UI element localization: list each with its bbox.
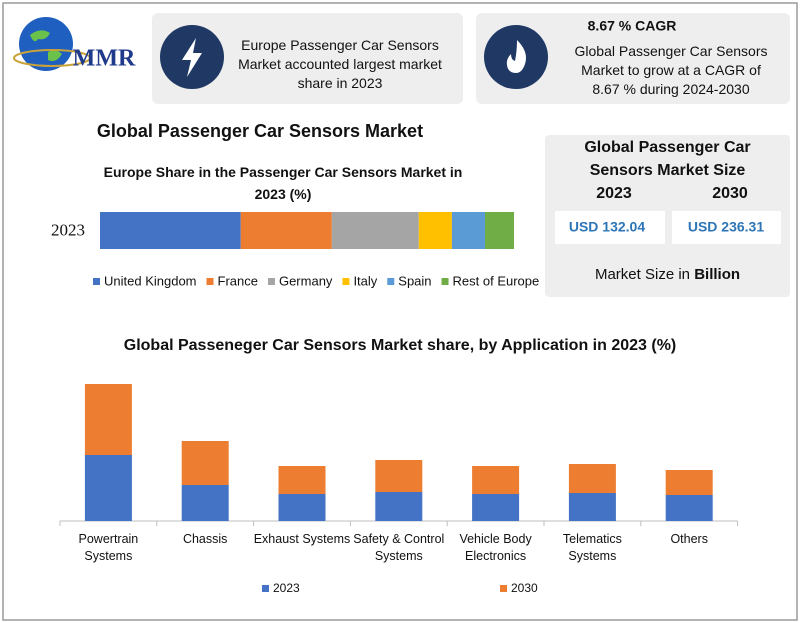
section-title: Global Passenger Car Sensors Market	[97, 121, 423, 141]
legend-label: Rest of Europe	[453, 273, 540, 288]
bar-segment	[665, 470, 713, 495]
legend-label: 2030	[511, 581, 538, 595]
category-label: Vehicle Body Electronics	[459, 532, 532, 563]
legend-label: France	[218, 273, 258, 288]
bar-segment	[665, 495, 713, 521]
legend-swatch	[93, 278, 100, 285]
info-box	[476, 13, 790, 104]
bar-segment	[181, 485, 229, 521]
info-text: Europe Passenger Car Sensors Market acco…	[238, 37, 442, 91]
legend-swatch	[342, 278, 350, 285]
size-box	[545, 135, 790, 297]
info-text: Global Passenger Car Sensors Market to g…	[574, 43, 768, 97]
legend-swatch	[206, 278, 214, 285]
bar-segment	[472, 466, 520, 494]
note-unit: Billion	[694, 266, 741, 283]
bar-segment	[181, 441, 229, 485]
logo-orbit	[13, 49, 91, 67]
bar-segment	[375, 460, 423, 492]
legend-swatch	[262, 585, 269, 592]
chart-title: Global Passeneger Car Sensors Market sha…	[124, 337, 677, 354]
category-label: Others	[670, 532, 708, 546]
bar-segment	[240, 212, 332, 249]
logo-text: MMR	[73, 46, 136, 72]
category-label: Chassis	[182, 532, 228, 546]
bar-segment	[278, 466, 326, 494]
bar-segment	[331, 212, 419, 249]
size-note: Market Size in Billion	[555, 266, 780, 283]
legend-swatch	[267, 278, 275, 285]
cagr-title: 8.67 % CAGR	[588, 18, 677, 34]
year-label: 2030	[712, 185, 748, 202]
legend-swatch	[441, 278, 449, 285]
bar-segment	[568, 464, 616, 493]
market-value: USD 236.31	[688, 219, 764, 235]
lightning-icon	[182, 38, 202, 77]
value-box	[555, 211, 665, 244]
note-text: Market Size in	[594, 266, 691, 283]
year-label: 2023	[596, 185, 632, 202]
bar-segment	[375, 492, 423, 521]
bar-segment	[568, 493, 616, 521]
market-value: USD 132.04	[569, 219, 645, 235]
size-title: Global Passenger Car Sensors Market Size	[584, 139, 751, 179]
category-label: Telematics Systems	[562, 532, 622, 563]
bar-segment	[84, 384, 132, 455]
bar-segment	[100, 212, 241, 249]
bar-segment	[418, 212, 452, 249]
legend-label: Italy	[353, 273, 377, 288]
legend-label: 2023	[273, 581, 300, 595]
logo-globe	[19, 17, 73, 71]
legend-swatch	[387, 278, 395, 285]
category-label: 2023	[51, 220, 85, 239]
category-label: Safety & Control Systems	[353, 532, 445, 563]
bar-segment	[451, 212, 486, 249]
category-label: Powertrain Systems	[78, 532, 139, 563]
legend-label: Germany	[279, 273, 333, 288]
legend-label: United Kingdom	[104, 273, 197, 288]
bar-segment	[278, 494, 326, 521]
bar-segment	[84, 455, 132, 521]
value-box	[672, 211, 781, 244]
legend-label: Spain	[398, 273, 431, 288]
chart-title: Europe Share in the Passenger Car Sensor…	[103, 164, 463, 202]
category-label: Exhaust Systems	[253, 532, 351, 546]
info-box	[152, 13, 463, 104]
logo-land	[30, 30, 62, 62]
bar-segment	[472, 494, 520, 521]
flame-icon	[506, 40, 526, 73]
bar-segment	[485, 212, 514, 249]
legend-swatch	[500, 585, 507, 592]
